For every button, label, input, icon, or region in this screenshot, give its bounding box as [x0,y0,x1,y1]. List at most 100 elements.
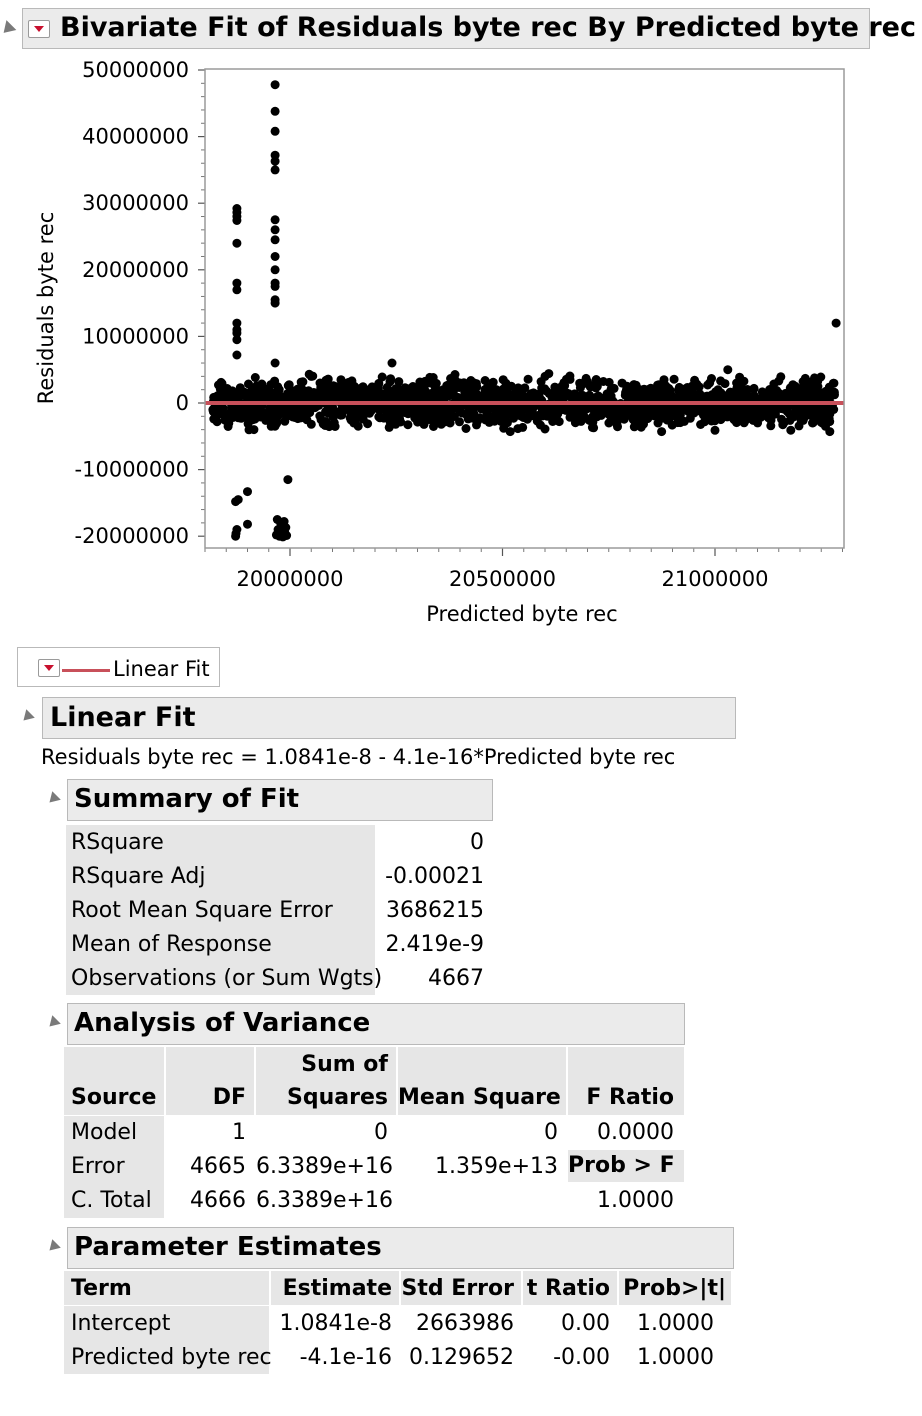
data-point [776,403,786,413]
summary-value: 4667 [428,966,484,991]
data-point [757,393,767,403]
data-point [562,374,571,384]
data-point [770,409,780,419]
data-point [270,80,280,90]
data-point [270,106,280,116]
param-cell-estimate: -4.1e-16 [299,1345,392,1370]
params-header[interactable] [67,1227,734,1269]
legend-red-triangle-icon[interactable] [38,659,60,677]
data-point [432,391,442,401]
anova-cell-df: 4665 [190,1154,246,1179]
params-col-prob: Prob>|t| [623,1276,726,1301]
data-point [232,285,242,295]
data-point [304,387,314,397]
data-point [268,405,278,415]
summary-label: Observations (or Sum Wgts) [71,966,383,991]
data-point [471,379,481,389]
data-point [231,497,241,507]
y-tick-label: 40000000 [82,125,189,149]
data-point [256,389,266,399]
data-point [300,413,310,423]
data-point [435,406,445,416]
data-point [710,425,720,435]
data-point [279,517,289,526]
data-point [766,421,776,431]
disclosure-triangle-icon[interactable] [0,20,17,38]
data-point [284,380,294,390]
data-point [270,252,280,261]
param-cell-prob: 1.0000 [637,1345,714,1370]
data-point [723,365,733,375]
data-point [228,413,238,422]
anova-col-source: Source [71,1085,157,1110]
params-col-stderr: Std Error [401,1276,514,1301]
data-point [764,413,773,423]
data-point [609,383,619,393]
summary-label: Mean of Response [71,932,272,957]
data-point [387,358,397,368]
data-point [810,373,819,383]
anova-col-probf: Prob > F [568,1153,675,1178]
data-point [731,387,741,396]
params-title: Parameter Estimates [74,1232,382,1262]
linear-fit-disclosure-icon[interactable] [19,709,35,725]
anova-cell-df: 4666 [190,1188,246,1213]
y-tick-label: -10000000 [75,458,189,482]
data-point [363,419,373,429]
data-point [306,371,316,381]
data-point [704,411,714,421]
data-point [417,414,427,424]
data-point [336,375,346,385]
red-triangle-menu-icon[interactable] [28,20,50,38]
data-point [540,424,550,434]
data-point [575,378,585,388]
data-point [547,405,557,415]
data-point [540,371,550,381]
summary-label: Root Mean Square Error [71,898,333,923]
summary-disclosure-icon[interactable] [45,791,61,807]
data-point [687,385,697,395]
data-point [621,388,631,397]
data-point [286,408,296,418]
data-point [657,383,667,392]
anova-col-ss-line1: Sum of [301,1052,388,1077]
data-point [440,387,450,397]
params-term-column [64,1306,269,1374]
anova-disclosure-icon[interactable] [45,1015,61,1031]
bivariate-header[interactable] [22,8,870,49]
y-tick-label: 50000000 [82,58,189,82]
data-point [376,405,386,414]
data-point [741,415,751,425]
summary-header[interactable] [67,779,493,821]
data-point [623,405,633,415]
x-tick-label: 20000000 [237,567,344,591]
data-point [798,383,807,392]
summary-value: 3686215 [386,898,484,923]
anova-col-ss-line2: Squares [287,1085,388,1110]
data-point [788,380,798,390]
data-point [480,376,490,385]
params-disclosure-icon[interactable] [45,1239,61,1255]
data-point [590,403,599,413]
data-point [770,390,780,400]
data-point [612,419,622,429]
linear-fit-header[interactable] [42,697,736,739]
data-point [687,405,697,415]
anova-cell-df: 1 [232,1120,246,1145]
data-point [236,413,246,423]
anova-header[interactable] [67,1003,685,1045]
anova-cell-f: 0.0000 [597,1120,674,1145]
data-point [731,408,741,418]
data-point [330,422,340,431]
data-point [306,419,316,429]
data-point [270,126,280,136]
anova-cell-ms: 0 [544,1120,558,1145]
data-point [829,387,839,397]
param-cell-tratio: 0.00 [561,1311,610,1336]
summary-label: RSquare Adj [71,864,206,889]
data-point [632,409,642,419]
data-point [270,156,280,166]
data-point [243,519,252,529]
data-point [396,417,406,427]
y-tick-label: 20000000 [82,258,189,282]
